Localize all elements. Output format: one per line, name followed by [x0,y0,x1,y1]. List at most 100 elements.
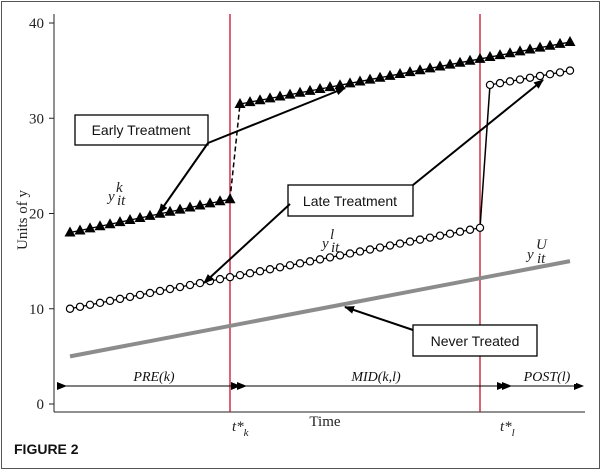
svg-text:y: y [320,236,329,252]
triangle-point [64,226,76,237]
triangle-point [124,214,136,225]
circle-point [165,284,175,294]
late-arrow-to-post [412,79,544,186]
late-treatment-time-label: t*l [500,419,515,439]
triangle-point [254,94,266,105]
annotation-early-treatment: Early Treatment [74,114,209,146]
early-arrow-to-post [207,87,346,144]
triangle-point [134,211,146,222]
circle-point [135,290,145,300]
circle-point [475,223,485,232]
circle-point [215,274,225,284]
circle-point [245,269,255,278]
svg-text:l: l [330,227,334,243]
triangle-point [454,56,466,67]
triangle-point [504,47,516,58]
circle-point [445,229,455,238]
never-treated-line [69,259,571,359]
period-mid-label: MID(k,l) [350,370,401,385]
circle-point [535,71,545,81]
svg-text:it: it [117,193,126,209]
never-arrow [344,306,414,331]
svg-text:k: k [116,180,123,196]
circle-point [195,278,205,288]
period-pre-label: PRE(k) [132,370,175,385]
triangle-point [424,62,436,73]
triangle-point [534,41,546,52]
triangle-point [354,75,366,86]
svg-text:it: it [331,240,340,256]
triangle-point [214,195,226,206]
triangle-point [194,199,206,210]
triangle-point [234,97,246,108]
triangle-point [104,218,116,229]
triangle-point [434,60,446,71]
circle-point [485,80,495,90]
circle-point [415,235,425,244]
triangle-point [204,197,216,208]
circle-point [145,288,155,298]
triangle-point [344,77,356,88]
triangle-point [294,86,306,97]
triangle-point [304,84,316,95]
triangle-point [324,81,336,92]
svg-text:y: y [525,247,534,263]
triangle-point [474,52,486,63]
annotation-late-treatment: Late Treatment [287,184,414,217]
early-post-line [239,41,571,105]
svg-text:U: U [536,237,548,253]
circle-point [355,247,365,256]
y-ticks: 0 10 20 30 40 [29,16,54,413]
triangle-point [74,224,86,235]
circle-point [365,245,375,254]
circle-point [515,75,525,84]
circle-point [555,68,565,77]
circle-point [115,294,125,304]
circle-point [225,272,235,282]
circle-point [105,296,115,306]
triangle-point [404,66,416,77]
circle-point [85,300,95,310]
triangle-point [224,193,236,204]
triangle-point [314,82,326,93]
circle-point [425,233,435,242]
triangle-point [114,216,126,227]
circle-point [265,265,275,274]
triangle-point [484,51,496,62]
early-treatment-time-label: t*k [232,419,250,439]
svg-text:Never Treated: Never Treated [431,333,520,349]
triangle-point [524,43,536,54]
late-jump-line [479,84,491,228]
circle-point [525,73,535,82]
triangle-point [414,64,426,75]
circle-point [95,298,105,308]
triangle-point [284,88,296,99]
circle-point [335,251,345,260]
triangle-point [494,49,506,60]
y-tick-label: 30 [29,111,44,127]
y-tick-label: 40 [29,16,44,32]
svg-text:it: it [537,251,546,267]
circle-point [465,225,475,234]
circle-point [305,257,315,266]
annotation-never-treated: Never Treated [412,324,538,357]
circle-point [565,66,575,75]
triangle-point [384,69,396,80]
circle-point [325,253,335,262]
circle-point [255,267,265,276]
late-arrow-to-pre [203,203,291,284]
y-tick-label: 10 [29,302,44,318]
early-arrow-to-pre [158,142,209,214]
svg-text:Late Treatment: Late Treatment [303,193,397,209]
circle-point [185,280,195,290]
circle-point [405,237,415,246]
circle-point [545,69,555,79]
triangle-point [274,90,286,101]
circle-point [345,249,355,258]
early-jump-line [229,103,241,200]
period-post-label: POST(l) [523,370,571,385]
circle-point [505,77,515,86]
period-brackets: PRE(k) MID(k,l) POST(l) [57,368,584,390]
